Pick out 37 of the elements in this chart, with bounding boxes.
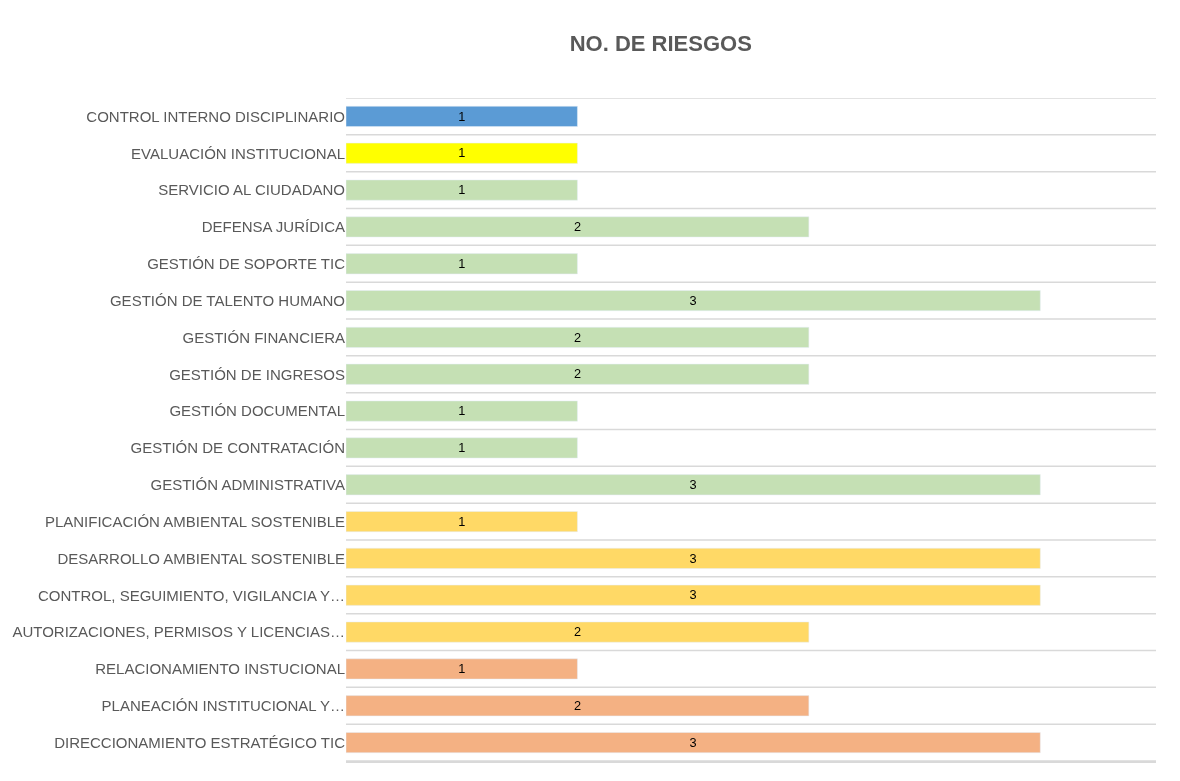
y-tick-label: GESTIÓN DOCUMENTAL [169, 402, 345, 420]
data-label: 2 [573, 219, 581, 235]
y-tick-label: GESTIÓN FINANCIERA [182, 328, 345, 346]
data-label: 1 [458, 145, 466, 161]
data-label: 2 [573, 624, 581, 640]
chart-title: NO. DE RIESGOS [569, 30, 752, 56]
y-tick-label: GESTIÓN DE CONTRATACIÓN [130, 439, 345, 457]
y-tick-label: GESTIÓN ADMINISTRATIVA [150, 476, 345, 493]
data-label: 1 [458, 440, 466, 456]
y-tick-label: DEFENSA JURÍDICA [201, 218, 345, 236]
data-label: 3 [689, 476, 697, 492]
data-label: 2 [573, 366, 581, 382]
data-label: 1 [458, 513, 466, 529]
y-tick-label: PLANEACIÓN INSTITUCIONAL Y… [101, 697, 345, 714]
y-tick-label: RELACIONAMIENTO INSTUCIONAL [95, 660, 345, 678]
data-label: 2 [573, 329, 581, 345]
y-tick-label: AUTORIZACIONES, PERMISOS Y LICENCIAS… [12, 623, 345, 641]
y-tick-label: EVALUACIÓN INSTITUCIONAL [131, 144, 345, 162]
y-tick-label: DIRECCIONAMIENTO ESTRATÉGICO TIC [54, 733, 346, 751]
data-label: 3 [689, 550, 697, 566]
y-tick-label: GESTIÓN DE SOPORTE TIC [147, 255, 346, 272]
data-label: 3 [689, 734, 697, 750]
y-tick-label: PLANIFICACIÓN AMBIENTAL SOSTENIBLE [44, 512, 345, 530]
y-tick-label: GESTIÓN DE INGRESOS [169, 365, 345, 383]
y-tick-label: CONTROL, SEGUIMIENTO, VIGILANCIA Y… [37, 586, 345, 604]
data-label: 3 [689, 292, 697, 308]
data-label: 3 [689, 587, 697, 603]
data-label: 2 [573, 697, 581, 713]
y-tick-label: SERVICIO AL CIUDADANO [158, 181, 345, 199]
y-tick-label: DESARROLLO AMBIENTAL SOSTENIBLE [57, 549, 345, 567]
data-label: 1 [458, 403, 466, 419]
data-label: 1 [458, 255, 466, 271]
y-tick-label: GESTIÓN DE TALENTO HUMANO [109, 291, 345, 309]
data-label: 1 [458, 182, 466, 198]
data-label: 1 [458, 661, 466, 677]
y-tick-label: CONTROL INTERNO DISCIPLINARIO [86, 107, 345, 125]
data-label: 1 [458, 108, 466, 124]
